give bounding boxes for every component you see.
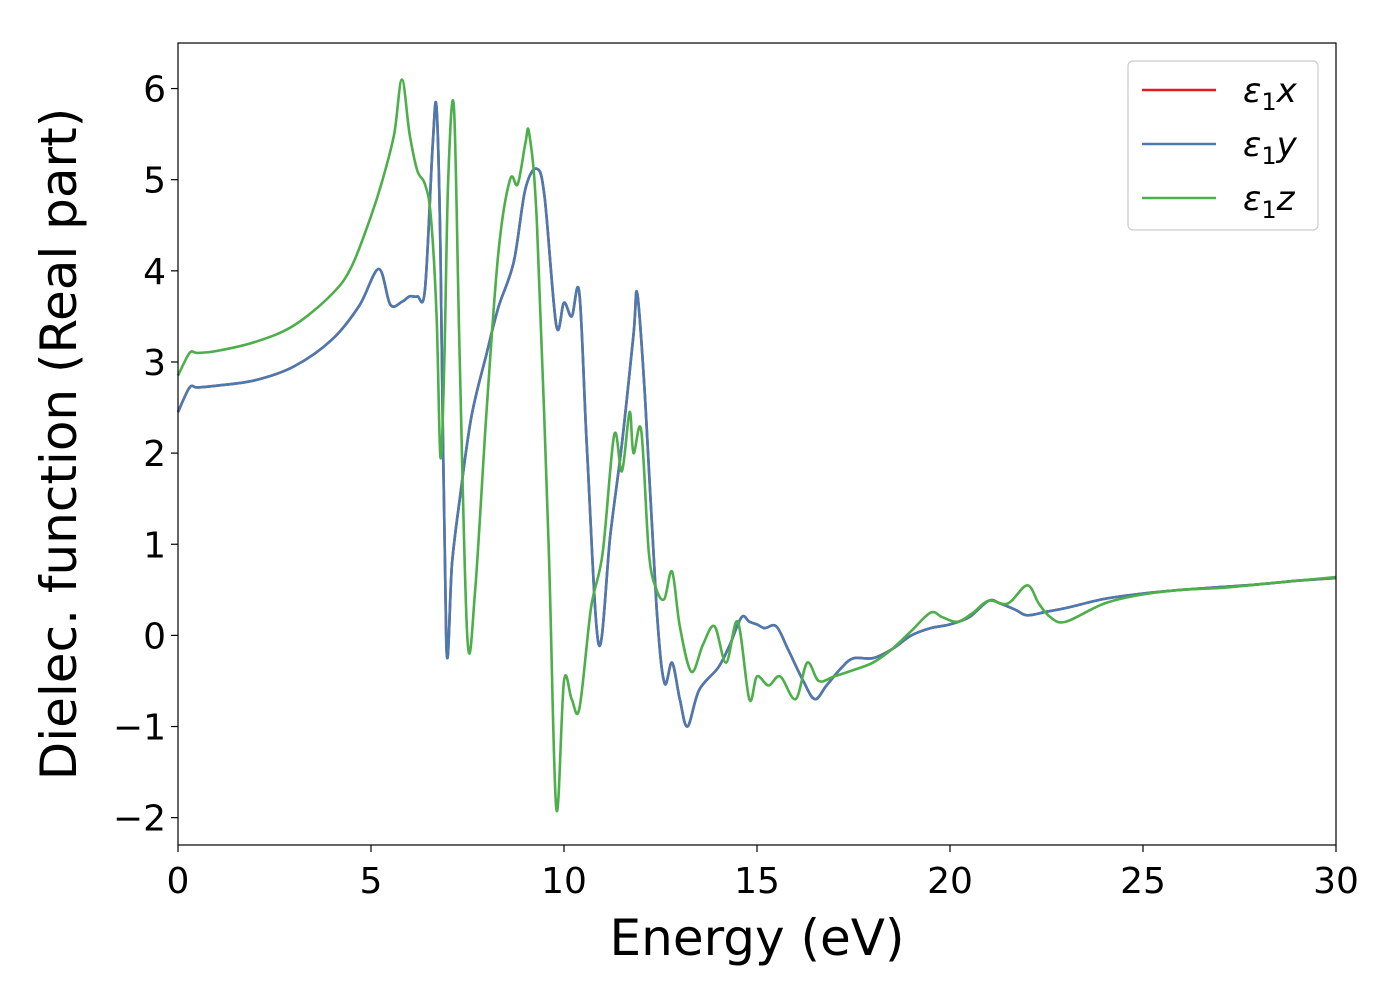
y-tick-label: 0 <box>143 616 166 657</box>
y-tick-label: 5 <box>143 161 166 202</box>
y-tick-label: 1 <box>143 525 166 566</box>
x-axis-label: Energy (eV) <box>610 909 905 967</box>
x-tick-label: 30 <box>1313 861 1359 902</box>
y-tick-label: 3 <box>143 343 166 384</box>
y-tick-label: 4 <box>143 252 166 293</box>
legend-label-y: ε1y <box>1243 125 1298 170</box>
y-tick-label: 2 <box>143 434 166 475</box>
legend-box <box>1127 60 1319 231</box>
x-tick-label: 5 <box>360 861 383 902</box>
legend-label-z: ε1z <box>1243 179 1296 224</box>
y-axis: −2 −1 0 1 2 3 4 5 6 <box>113 70 178 840</box>
x-tick-label: 25 <box>1120 861 1166 902</box>
legend-label-x: ε1x <box>1243 71 1298 116</box>
series-line-z <box>176 78 1337 813</box>
x-axis: 0 5 10 15 20 25 30 <box>167 845 1359 902</box>
x-tick-label: 20 <box>927 861 973 902</box>
legend: ε1x ε1y ε1z <box>1127 60 1319 231</box>
x-tick-label: 10 <box>541 861 587 902</box>
y-tick-label: −1 <box>113 708 166 749</box>
y-axis-label: Dielec. function (Real part) <box>30 108 88 780</box>
x-tick-label: 0 <box>167 861 190 902</box>
series-layer <box>176 78 1337 813</box>
y-tick-label: 6 <box>143 70 166 111</box>
y-tick-label: −2 <box>113 799 166 840</box>
x-tick-label: 15 <box>734 861 780 902</box>
